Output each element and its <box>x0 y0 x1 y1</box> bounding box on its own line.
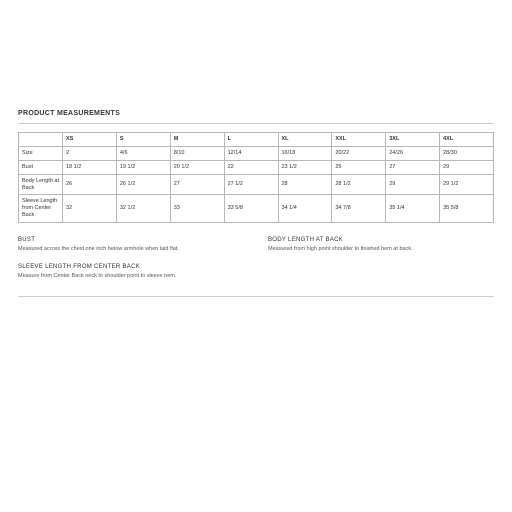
table-header-row: XS S M L XL XXL 3XL 4XL <box>19 133 494 147</box>
col-header: 4XL <box>440 133 494 147</box>
measurements-panel: PRODUCT MEASUREMENTS XS S M L XL XXL 3XL… <box>0 0 512 297</box>
cell: 20/22 <box>332 146 386 160</box>
col-header: XS <box>63 133 117 147</box>
cell: 12/14 <box>224 146 278 160</box>
definition-title: BUST <box>18 237 228 243</box>
cell: 27 <box>386 160 440 174</box>
col-header: XL <box>278 133 332 147</box>
col-header: 3XL <box>386 133 440 147</box>
cell: 35 5/8 <box>440 195 494 223</box>
col-header: XXL <box>332 133 386 147</box>
cell: 26 <box>63 174 117 195</box>
row-label: Size <box>19 146 63 160</box>
cell: 19 1/2 <box>116 160 170 174</box>
col-header: S <box>116 133 170 147</box>
definition-block: SLEEVE LENGTH FROM CENTER BACK Measure f… <box>18 264 228 281</box>
cell: 29 <box>386 174 440 195</box>
col-header: M <box>170 133 224 147</box>
cell: 22 <box>224 160 278 174</box>
cell: 25 <box>332 160 386 174</box>
cell: 4/6 <box>116 146 170 160</box>
cell: 28 1/2 <box>332 174 386 195</box>
definition-block: BODY LENGTH AT BACK Measured from high p… <box>268 237 478 254</box>
table-row: Size 2 4/6 8/10 12/14 16/18 20/22 24/26 … <box>19 146 494 160</box>
cell: 26 1/2 <box>116 174 170 195</box>
definitions-section: BUST Measured across the chest one inch … <box>18 237 494 280</box>
divider <box>18 296 494 297</box>
cell: 28 <box>278 174 332 195</box>
cell: 35 1/4 <box>386 195 440 223</box>
cell: 34 7/8 <box>332 195 386 223</box>
cell: 24/26 <box>386 146 440 160</box>
cell: 33 5/8 <box>224 195 278 223</box>
table-row: Body Length at Back 26 26 1/2 27 27 1/2 … <box>19 174 494 195</box>
cell: 32 <box>63 195 117 223</box>
measurements-table: XS S M L XL XXL 3XL 4XL Size 2 4/6 8/10 … <box>18 132 494 223</box>
cell: 20 1/2 <box>170 160 224 174</box>
cell: 29 <box>440 160 494 174</box>
definition-title: SLEEVE LENGTH FROM CENTER BACK <box>18 264 228 270</box>
definition-block: BUST Measured across the chest one inch … <box>18 237 228 254</box>
row-label: Bust <box>19 160 63 174</box>
cell: 34 1/4 <box>278 195 332 223</box>
cell: 28/30 <box>440 146 494 160</box>
section-title: PRODUCT MEASUREMENTS <box>18 110 494 124</box>
cell: 33 <box>170 195 224 223</box>
cell: 16/18 <box>278 146 332 160</box>
row-label: Sleeve Length from Center Back <box>19 195 63 223</box>
cell: 2 <box>63 146 117 160</box>
table-row: Sleeve Length from Center Back 32 32 1/2… <box>19 195 494 223</box>
definition-text: Measured across the chest one inch below… <box>18 246 228 254</box>
table-row: Bust 18 1/2 19 1/2 20 1/2 22 23 1/2 25 2… <box>19 160 494 174</box>
cell: 23 1/2 <box>278 160 332 174</box>
definition-text: Measured from high point shoulder to fin… <box>268 246 478 254</box>
col-header: L <box>224 133 278 147</box>
definition-text: Measure from Center Back neck to shoulde… <box>18 273 228 281</box>
row-label: Body Length at Back <box>19 174 63 195</box>
cell: 8/10 <box>170 146 224 160</box>
cell: 27 1/2 <box>224 174 278 195</box>
cell: 18 1/2 <box>63 160 117 174</box>
cell: 29 1/2 <box>440 174 494 195</box>
cell: 27 <box>170 174 224 195</box>
cell: 32 1/2 <box>116 195 170 223</box>
definition-title: BODY LENGTH AT BACK <box>268 237 478 243</box>
col-header <box>19 133 63 147</box>
